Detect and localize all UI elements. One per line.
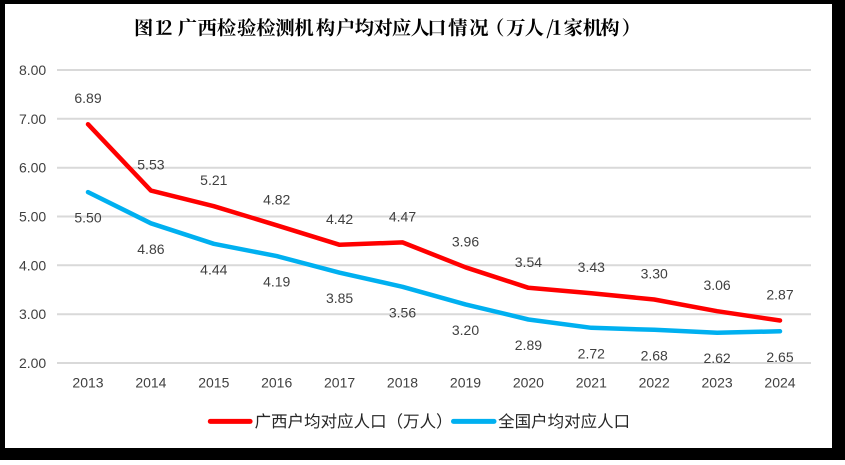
svg-text:5.50: 5.50 (74, 210, 101, 226)
svg-text:3.00: 3.00 (19, 306, 46, 322)
svg-text:3.96: 3.96 (452, 233, 479, 249)
svg-text:2024: 2024 (764, 375, 795, 391)
svg-text:4.42: 4.42 (326, 211, 353, 227)
svg-text:5.53: 5.53 (137, 157, 164, 173)
svg-text:7.00: 7.00 (19, 111, 46, 127)
svg-text:2.00: 2.00 (19, 355, 46, 371)
svg-text:3.06: 3.06 (703, 277, 730, 293)
svg-text:2023: 2023 (702, 375, 733, 391)
svg-text:2016: 2016 (261, 375, 292, 391)
svg-text:2021: 2021 (576, 375, 607, 391)
svg-text:2018: 2018 (387, 375, 418, 391)
svg-text:4.19: 4.19 (263, 274, 290, 290)
svg-text:4.00: 4.00 (19, 257, 46, 273)
svg-text:5.00: 5.00 (19, 209, 46, 225)
svg-text:3.54: 3.54 (515, 254, 542, 270)
svg-text:3.85: 3.85 (326, 290, 353, 306)
svg-text:2020: 2020 (513, 375, 544, 391)
svg-text:3.56: 3.56 (389, 304, 416, 320)
svg-text:4.86: 4.86 (137, 241, 164, 257)
svg-text:2022: 2022 (639, 375, 670, 391)
svg-text:4.82: 4.82 (263, 191, 290, 207)
svg-text:5.21: 5.21 (200, 172, 227, 188)
svg-text:2.72: 2.72 (578, 345, 605, 361)
svg-text:2.68: 2.68 (641, 347, 668, 363)
svg-text:2.65: 2.65 (766, 349, 793, 365)
svg-text:2015: 2015 (198, 375, 229, 391)
svg-text:8.00: 8.00 (19, 62, 46, 78)
svg-text:2019: 2019 (450, 375, 481, 391)
svg-text:6.00: 6.00 (19, 160, 46, 176)
svg-text:3.20: 3.20 (452, 322, 479, 338)
svg-text:3.43: 3.43 (578, 259, 605, 275)
svg-text:2.62: 2.62 (703, 350, 730, 366)
svg-text:2017: 2017 (324, 375, 355, 391)
svg-text:2.89: 2.89 (515, 337, 542, 353)
svg-text:4.47: 4.47 (389, 208, 416, 224)
svg-text:2.87: 2.87 (766, 287, 793, 303)
svg-text:3.30: 3.30 (641, 266, 668, 282)
svg-text:2014: 2014 (135, 375, 166, 391)
svg-text:6.89: 6.89 (74, 90, 101, 106)
svg-text:4.44: 4.44 (200, 261, 227, 277)
svg-text:2013: 2013 (72, 375, 103, 391)
